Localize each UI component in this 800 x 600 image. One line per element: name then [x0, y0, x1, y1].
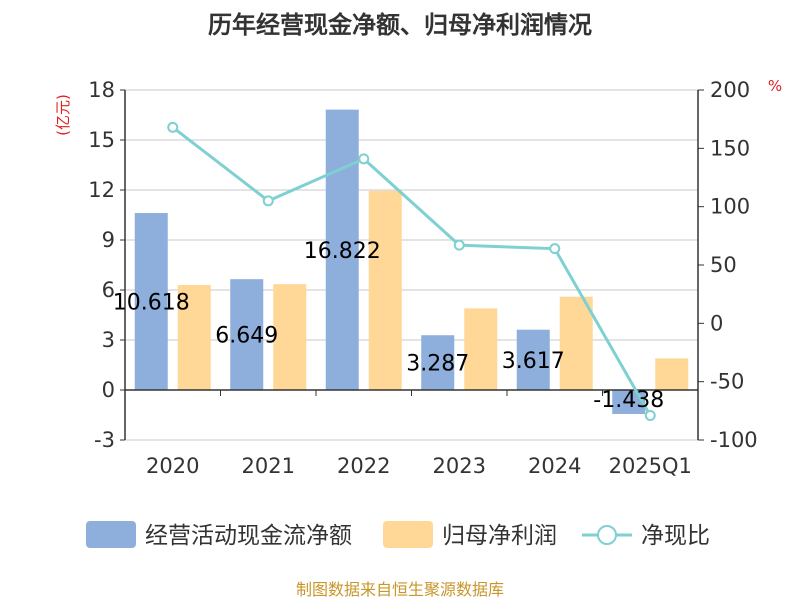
left-tick-label: 15	[88, 128, 115, 152]
cash-flow-value-label: 16.822	[304, 239, 381, 264]
right-tick-label: 0	[710, 311, 723, 335]
right-axis-unit: %	[768, 77, 782, 95]
cash-flow-value-label: 10.618	[113, 291, 190, 316]
left-tick-label: 9	[102, 228, 115, 252]
ratio-point	[644, 410, 656, 421]
legend-label-ratio: 净现比	[641, 523, 710, 549]
ratio-point	[453, 239, 465, 251]
right-tick-label: 50	[710, 253, 737, 277]
x-category-label: 2020	[146, 454, 199, 478]
source-note: 制图数据来自恒生聚源数据库	[296, 580, 504, 599]
ratio-point	[167, 121, 179, 133]
x-category-label: 2021	[242, 454, 295, 478]
legend-marker-ratio	[597, 525, 617, 545]
cash-flow-value-label: -1.438	[593, 388, 664, 413]
ratio-line	[171, 126, 652, 417]
bar-cash-flow	[325, 109, 359, 390]
legend-swatch-net-profit	[383, 521, 433, 548]
x-category-label: 2022	[337, 454, 390, 478]
legend-swatch-cash-flow	[86, 521, 136, 548]
bar-net-profit	[177, 285, 211, 390]
bar-net-profit	[273, 284, 307, 390]
bar-net-profit	[368, 190, 402, 390]
left-tick-label: 0	[102, 378, 115, 402]
ratio-point	[549, 243, 561, 255]
left-tick-label: 12	[88, 178, 115, 202]
bar-cash-flow	[516, 329, 550, 390]
bar-net-profit	[559, 296, 593, 390]
left-tick-label: 18	[88, 78, 115, 102]
right-tick-label: 200	[710, 78, 750, 102]
chart-title: 历年经营现金净额、归母净利润情况	[208, 11, 592, 39]
bar-net-profit	[655, 358, 689, 390]
left-tick-label: 6	[102, 278, 115, 302]
ratio-point	[262, 195, 274, 207]
bar-cash-flow	[134, 213, 168, 390]
x-category-label: 2024	[528, 454, 581, 478]
left-tick-label: -3	[94, 428, 115, 452]
right-tick-label: -50	[710, 370, 744, 394]
left-axis-unit: (亿元)	[54, 94, 72, 136]
right-tick-label: 150	[710, 136, 750, 160]
bar-net-profit	[464, 308, 498, 390]
cash-flow-value-label: 6.649	[215, 324, 278, 349]
legend-label-net-profit: 归母净利润	[442, 523, 557, 549]
x-category-label: 2025Q1	[609, 454, 692, 478]
cash-flow-value-label: 3.287	[406, 352, 469, 377]
ratio-point	[358, 153, 370, 165]
cash-flow-value-label: 3.617	[502, 349, 565, 374]
bar-cash-flow	[421, 335, 455, 390]
right-tick-label: -100	[710, 428, 758, 452]
bar-cash-flow	[230, 279, 264, 390]
bar-cash-flow	[612, 390, 646, 414]
x-category-label: 2023	[433, 454, 486, 478]
right-tick-label: 100	[710, 195, 750, 219]
legend-label-cash-flow: 经营活动现金流净额	[145, 523, 352, 549]
left-tick-label: 3	[102, 328, 115, 352]
